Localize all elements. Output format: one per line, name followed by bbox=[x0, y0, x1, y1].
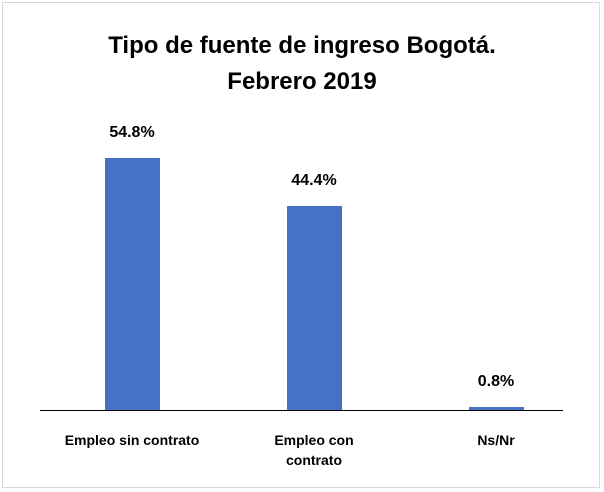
x-tick-label: Empleo sin contrato bbox=[64, 432, 200, 448]
bar bbox=[468, 407, 524, 411]
data-label: 54.8% bbox=[109, 124, 155, 141]
bar bbox=[286, 206, 342, 411]
x-axis-line bbox=[40, 410, 563, 411]
x-tick-label: Empleo con contrato bbox=[274, 432, 354, 468]
chart-title: Tipo de fuente de ingreso Bogotá. bbox=[108, 32, 496, 59]
x-tick-label: Ns/Nr bbox=[477, 432, 515, 448]
chart-title: Febrero 2019 bbox=[227, 68, 377, 95]
data-label: 0.8% bbox=[477, 373, 515, 391]
chart-frame bbox=[2, 2, 600, 488]
data-label: 44.4% bbox=[291, 172, 337, 189]
bar bbox=[104, 158, 160, 411]
